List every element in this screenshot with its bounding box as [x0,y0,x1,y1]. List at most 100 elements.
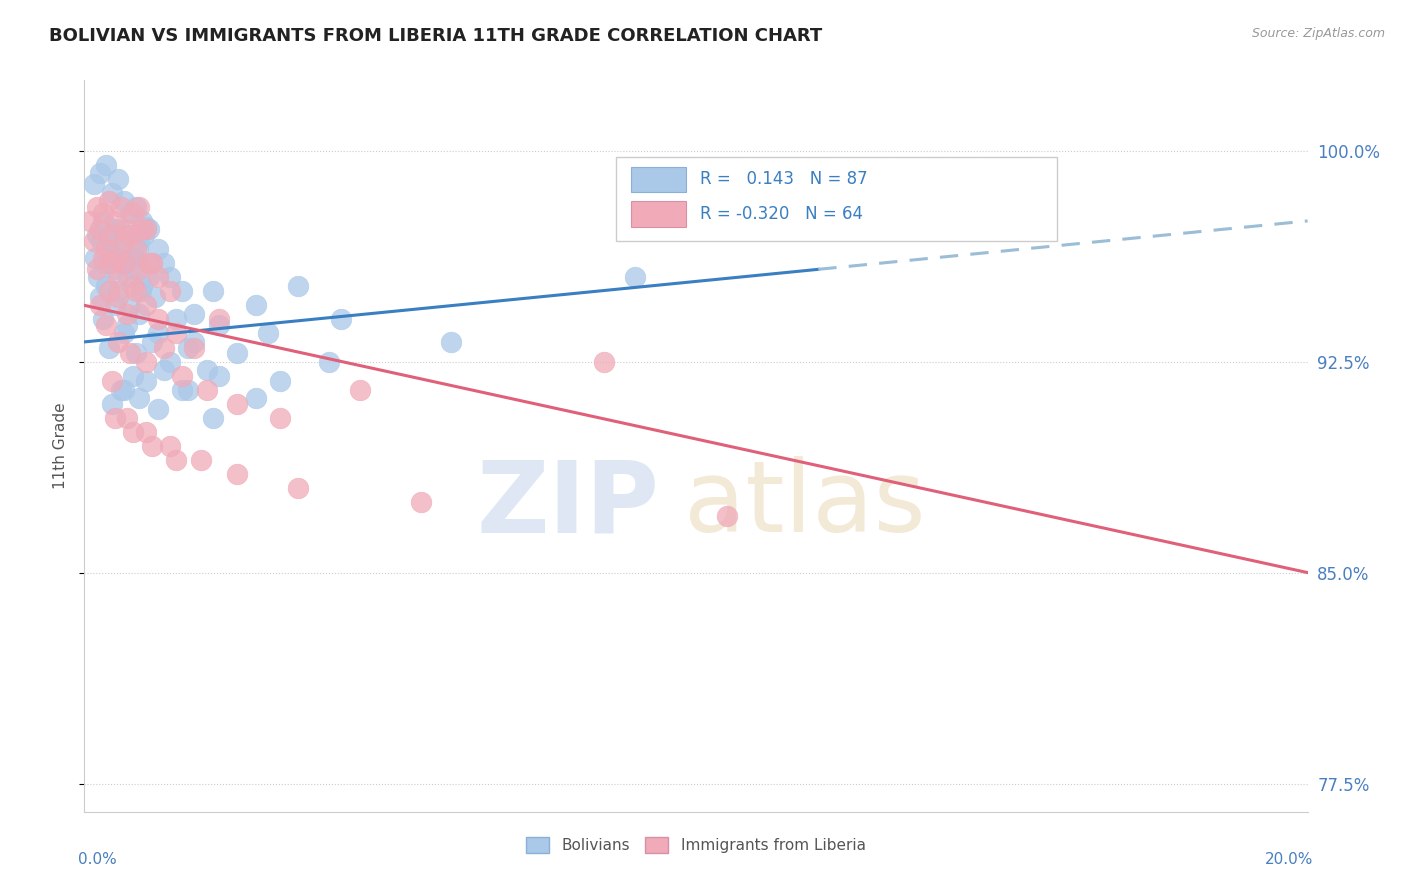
Point [159,439,181,453]
Point [91,214,114,228]
Point [172,285,194,299]
Text: atlas: atlas [683,456,925,553]
Point [127,242,149,256]
Point [115,227,138,242]
Point [131,214,153,228]
Point [122,205,145,219]
Point [89,166,111,180]
Point [128,391,150,405]
Point [94,278,117,293]
Point [125,200,148,214]
Point [153,341,176,355]
Point [104,214,127,228]
Point [110,383,132,397]
Point [111,256,134,270]
Point [269,374,291,388]
Point [159,285,181,299]
Point [135,374,157,388]
Point [201,285,224,299]
Point [131,278,153,293]
Point [120,227,142,242]
Point [115,222,138,236]
Point [135,354,157,368]
Point [624,270,647,285]
Point [107,270,129,285]
Point [105,261,128,276]
Point [716,509,738,524]
Point [226,346,249,360]
Point [110,242,132,256]
Point [94,318,117,332]
Point [177,341,200,355]
Point [141,256,163,270]
Point [146,270,169,285]
Point [153,363,176,377]
Point [143,290,166,304]
Point [97,194,120,209]
Point [122,425,145,439]
Point [107,171,129,186]
Point [134,227,156,242]
Point [201,410,224,425]
Point [83,178,105,192]
Point [107,251,129,265]
Point [135,219,157,234]
Point [107,285,129,299]
Point [91,251,114,265]
Point [141,439,163,453]
Point [226,467,249,482]
Point [138,222,160,236]
Point [172,383,194,397]
Point [183,307,205,321]
Point [226,397,249,411]
Point [125,285,148,299]
Point [110,200,132,214]
Point [190,453,212,467]
Point [172,368,194,383]
Point [146,242,169,256]
Point [122,251,145,265]
Point [87,270,110,285]
Text: BOLIVIAN VS IMMIGRANTS FROM LIBERIA 11TH GRADE CORRELATION CHART: BOLIVIAN VS IMMIGRANTS FROM LIBERIA 11TH… [49,27,823,45]
Point [115,410,138,425]
Point [131,222,153,236]
Point [101,256,124,270]
Point [115,256,138,270]
Point [125,242,148,256]
Point [89,222,111,236]
Point [97,227,120,242]
Point [195,363,218,377]
Point [593,354,616,368]
Point [287,278,309,293]
Point [112,256,135,270]
Point [183,341,205,355]
Point [409,495,432,509]
Point [104,298,127,312]
Point [135,425,157,439]
Point [135,222,157,236]
Text: Source: ZipAtlas.com: Source: ZipAtlas.com [1251,27,1385,40]
Point [90,234,112,248]
Point [120,205,142,219]
Point [208,312,231,326]
Point [146,326,169,341]
Point [98,251,121,265]
Point [120,346,142,360]
Point [93,256,115,270]
Point [101,227,124,242]
Text: 20.0%: 20.0% [1265,852,1313,867]
Point [177,383,200,397]
Text: ZIP: ZIP [477,456,659,553]
Point [107,290,129,304]
Point [135,298,157,312]
Point [115,318,138,332]
Point [97,285,120,299]
Point [79,214,101,228]
Point [349,383,371,397]
Point [121,261,143,276]
Point [112,194,135,209]
Point [97,234,120,248]
Point [195,383,218,397]
Point [245,391,267,405]
Point [94,242,117,256]
